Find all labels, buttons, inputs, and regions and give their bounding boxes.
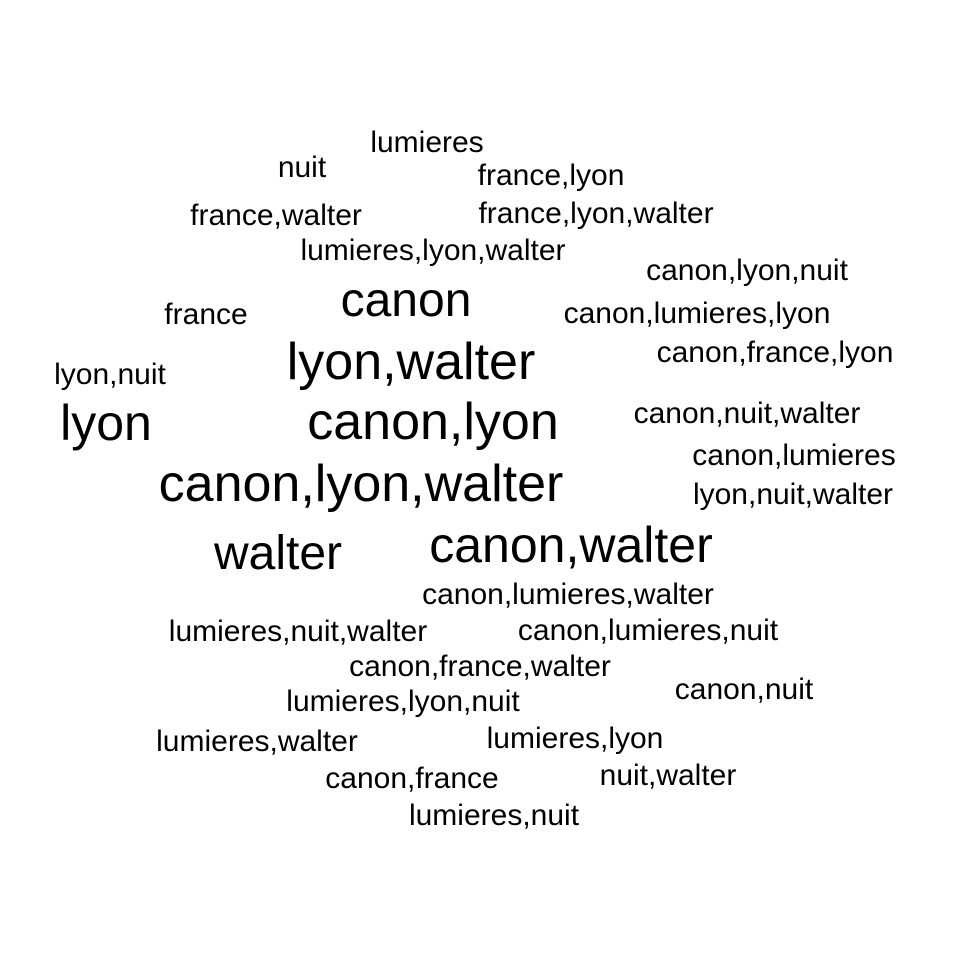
word-france: france bbox=[164, 298, 248, 331]
word-canon-lyon-nuit: canon,lyon,nuit bbox=[646, 254, 848, 287]
word-canon-france: canon,france bbox=[325, 762, 499, 795]
word-nuit: nuit bbox=[277, 151, 327, 184]
word-nuit-walter: nuit,walter bbox=[599, 759, 737, 792]
word-lumieres-lyon-walter: lumieres,lyon,walter bbox=[300, 234, 566, 267]
word-lyon: lyon bbox=[60, 395, 152, 451]
word-lumieres-nuit: lumieres,nuit bbox=[408, 799, 580, 832]
word-lumieres-lyon-nuit: lumieres,lyon,nuit bbox=[286, 685, 520, 718]
word-france-lyon: france,lyon bbox=[477, 159, 625, 192]
word-lumieres: lumieres bbox=[370, 126, 484, 159]
word-lyon-nuit-walter: lyon,nuit,walter bbox=[692, 478, 894, 511]
word-canon-france-walter: canon,france,walter bbox=[349, 650, 611, 683]
word-canon-nuit: canon,nuit bbox=[674, 673, 814, 706]
word-lumieres-lyon: lumieres,lyon bbox=[486, 722, 664, 755]
word-lyon-walter: lyon,walter bbox=[286, 333, 536, 391]
word-canon-lyon: canon,lyon bbox=[307, 393, 559, 451]
word-lyon-nuit: lyon,nuit bbox=[54, 358, 166, 391]
word-canon: canon bbox=[340, 274, 472, 327]
word-lumieres-nuit-walter: lumieres,nuit,walter bbox=[168, 615, 428, 648]
word-france-walter: france,walter bbox=[190, 199, 362, 232]
word-canon-walter: canon,walter bbox=[429, 517, 713, 573]
word-walter: walter bbox=[213, 527, 343, 580]
word-canon-lyon-walter: canon,lyon,walter bbox=[158, 455, 564, 513]
word-canon-lumieres: canon,lumieres bbox=[692, 439, 896, 472]
word-canon-lumieres-lyon: canon,lumieres,lyon bbox=[563, 297, 831, 330]
word-canon-lumieres-walter: canon,lumieres,walter bbox=[422, 578, 714, 611]
word-canon-france-lyon: canon,france,lyon bbox=[656, 336, 894, 369]
word-canon-nuit-walter: canon,nuit,walter bbox=[633, 397, 861, 430]
word-france-lyon-walter: france,lyon,walter bbox=[478, 197, 714, 230]
word-canon-lumieres-nuit: canon,lumieres,nuit bbox=[517, 614, 779, 647]
word-lumieres-walter: lumieres,walter bbox=[156, 725, 358, 758]
